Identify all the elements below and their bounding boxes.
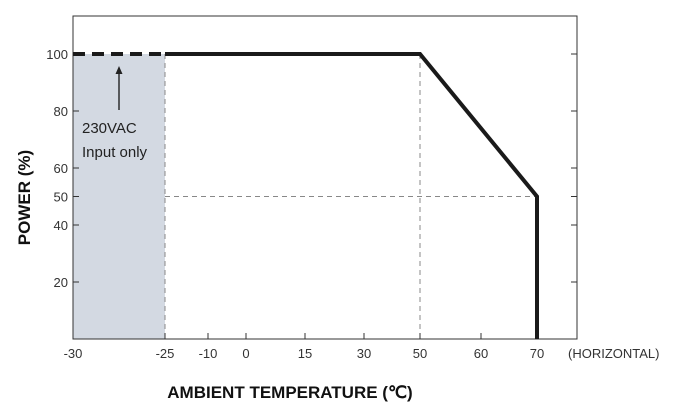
- x-tick-label: 30: [357, 346, 371, 361]
- y-tick-label: 40: [54, 218, 68, 233]
- x-tick-label: -25: [156, 346, 175, 361]
- x-tick-label: 0: [242, 346, 249, 361]
- x-tick-label: 50: [413, 346, 427, 361]
- x-tick-label: 60: [474, 346, 488, 361]
- x-axis-suffix: (HORIZONTAL): [568, 346, 659, 361]
- y-tick-label: 100: [46, 47, 68, 62]
- y-tick-label: 60: [54, 161, 68, 176]
- y-axis-title: POWER (%): [15, 150, 34, 245]
- annotation-arrow-head: [115, 66, 123, 74]
- series-line-solid: [165, 52, 539, 339]
- y-tick-label: 80: [54, 104, 68, 119]
- annotation-line-2: Input only: [82, 144, 148, 161]
- x-tick-label: -30: [64, 346, 83, 361]
- x-tick-label: -10: [199, 346, 218, 361]
- plot-frame: [72, 15, 578, 340]
- annotation-line-1: 230VAC: [82, 120, 137, 137]
- x-tick-label: 15: [298, 346, 312, 361]
- x-axis-title: AMBIENT TEMPERATURE (℃): [167, 383, 412, 402]
- annotation: 230VAC Input only: [82, 66, 148, 161]
- y-tick-label: 50: [54, 190, 68, 205]
- y-tick-label: 20: [54, 275, 68, 290]
- x-tick-label: 70: [530, 346, 544, 361]
